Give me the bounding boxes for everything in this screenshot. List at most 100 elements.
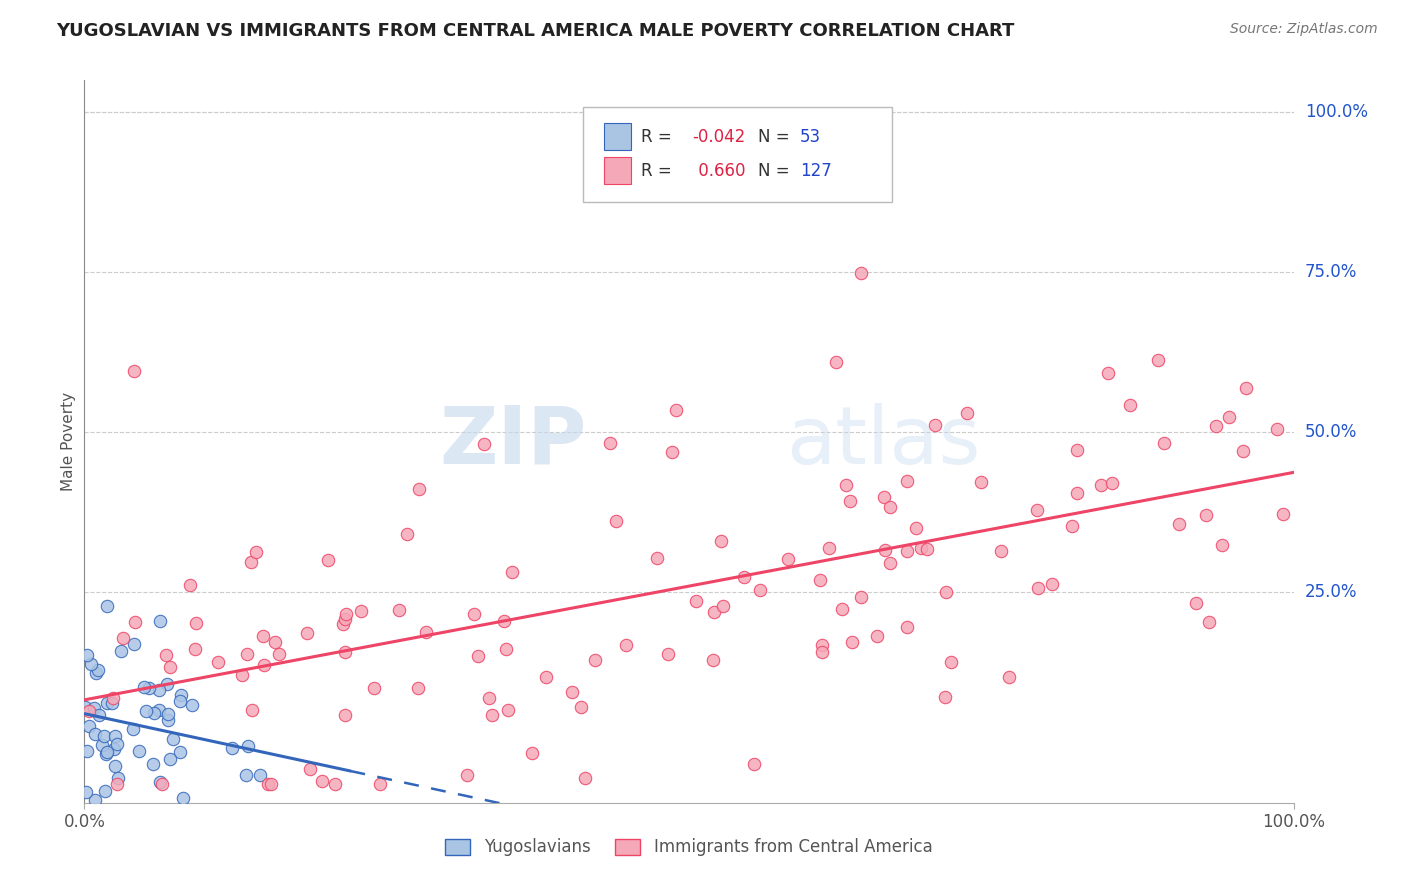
Point	[1168, 516, 1191, 531]
Y-axis label: Male Poverty: Male Poverty	[60, 392, 76, 491]
Point	[939, 655, 962, 669]
Point	[1184, 596, 1206, 610]
Point	[101, 691, 124, 706]
Point	[838, 494, 860, 508]
Point	[156, 677, 179, 691]
Text: 127: 127	[800, 161, 832, 179]
Point	[335, 645, 357, 659]
Point	[84, 727, 107, 741]
Point	[162, 731, 184, 746]
Text: 100.0%: 100.0%	[1305, 103, 1368, 121]
Point	[873, 490, 896, 504]
Point	[138, 681, 160, 695]
Point	[263, 634, 285, 648]
Point	[111, 631, 134, 645]
Point	[481, 707, 503, 722]
Point	[733, 570, 755, 584]
Point	[866, 629, 889, 643]
Point	[831, 601, 853, 615]
Point	[702, 653, 724, 667]
FancyBboxPatch shape	[582, 107, 891, 202]
Point	[1153, 435, 1175, 450]
Point	[561, 684, 583, 698]
Point	[134, 681, 156, 695]
Point	[221, 740, 243, 755]
Text: 50.0%: 50.0%	[1305, 423, 1357, 441]
Point	[388, 603, 411, 617]
Point	[811, 645, 834, 659]
Point	[231, 668, 253, 682]
Point	[1090, 478, 1112, 492]
Point	[415, 624, 437, 639]
Text: -0.042: -0.042	[693, 128, 745, 145]
Point	[1232, 444, 1254, 458]
Point	[924, 418, 946, 433]
Point	[1198, 615, 1220, 630]
Point	[245, 545, 267, 559]
Point	[835, 478, 858, 492]
Point	[253, 658, 276, 673]
Point	[873, 542, 896, 557]
Point	[184, 615, 207, 630]
Point	[408, 483, 430, 497]
Point	[148, 683, 170, 698]
Point	[295, 625, 318, 640]
Point	[149, 614, 172, 628]
Point	[299, 762, 322, 776]
Point	[236, 647, 259, 661]
Point	[100, 696, 122, 710]
Point	[1234, 381, 1257, 395]
Point	[1101, 475, 1123, 490]
Point	[1272, 507, 1295, 521]
Point	[710, 533, 733, 548]
Point	[183, 642, 205, 657]
Point	[332, 617, 354, 632]
Text: 0.660: 0.660	[693, 161, 745, 179]
Point	[599, 435, 621, 450]
Point	[150, 776, 173, 790]
Text: R =: R =	[641, 161, 676, 179]
Point	[1066, 443, 1088, 458]
Point	[396, 526, 419, 541]
Text: N =: N =	[758, 128, 794, 145]
Point	[155, 648, 177, 662]
Point	[96, 747, 118, 761]
Point	[240, 555, 263, 569]
Point	[645, 551, 668, 566]
Point	[207, 655, 229, 669]
Point	[124, 615, 146, 630]
Point	[104, 759, 127, 773]
Point	[128, 743, 150, 757]
Point	[169, 745, 191, 759]
Point	[335, 708, 357, 723]
Point	[90, 738, 112, 752]
Point	[1097, 366, 1119, 380]
Point	[157, 707, 180, 722]
Point	[311, 774, 333, 789]
Point	[910, 541, 932, 555]
Point	[172, 833, 194, 847]
Point	[605, 514, 627, 528]
Point	[80, 657, 103, 671]
Point	[818, 541, 841, 555]
Point	[841, 634, 863, 648]
Point	[744, 757, 766, 772]
Point	[157, 713, 180, 727]
Point	[467, 649, 489, 664]
Point	[496, 703, 519, 717]
Point	[257, 776, 280, 790]
Text: YUGOSLAVIAN VS IMMIGRANTS FROM CENTRAL AMERICA MALE POVERTY CORRELATION CHART: YUGOSLAVIAN VS IMMIGRANTS FROM CENTRAL A…	[56, 22, 1015, 40]
Point	[494, 614, 516, 628]
Point	[1060, 518, 1083, 533]
Point	[657, 647, 679, 661]
Point	[159, 660, 181, 674]
Point	[711, 599, 734, 614]
Point	[585, 653, 607, 667]
Point	[179, 578, 201, 592]
Point	[96, 696, 118, 710]
Point	[456, 768, 478, 782]
Point	[501, 565, 523, 579]
Text: 53: 53	[800, 128, 821, 145]
Point	[406, 681, 429, 695]
Point	[522, 747, 544, 761]
